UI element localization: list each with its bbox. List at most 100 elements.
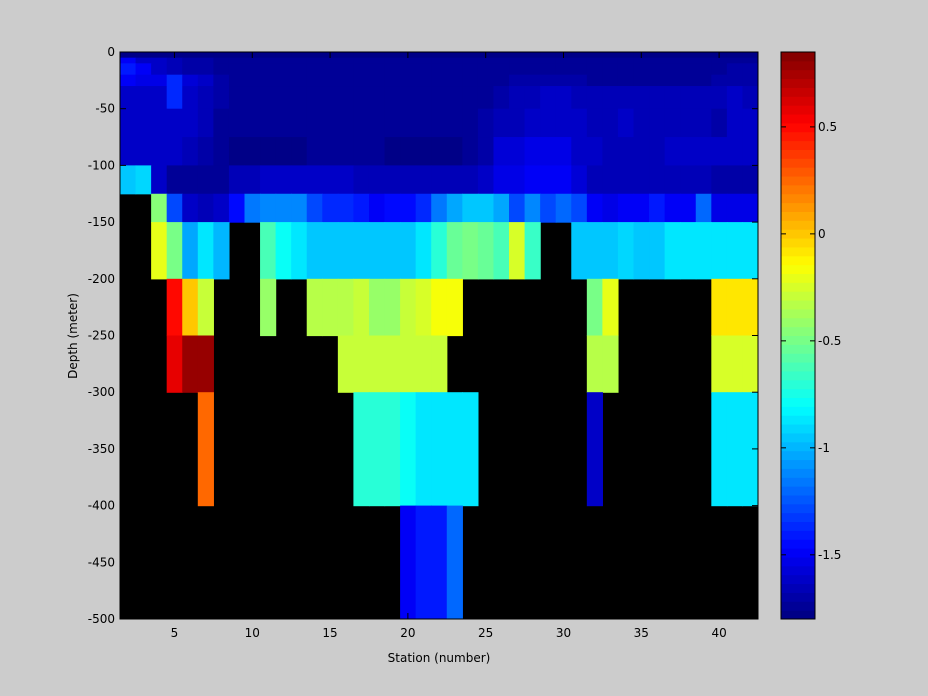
heatmap-cell bbox=[711, 193, 728, 223]
colorbar-swatch bbox=[781, 556, 815, 567]
heatmap-cell bbox=[337, 108, 355, 138]
heatmap-cell bbox=[384, 86, 401, 110]
heatmap-cell bbox=[742, 86, 758, 110]
heatmap-cell bbox=[120, 57, 137, 64]
heatmap-cell bbox=[509, 108, 526, 138]
heatmap-cell bbox=[166, 74, 183, 87]
heatmap-cell bbox=[197, 392, 214, 507]
heatmap-cell bbox=[353, 57, 370, 64]
heatmap-cell bbox=[586, 57, 603, 64]
heatmap-cell bbox=[337, 165, 355, 195]
colorbar-swatch bbox=[781, 193, 815, 204]
heatmap-cell bbox=[649, 222, 666, 280]
heatmap-cell bbox=[680, 222, 697, 280]
heatmap-cell bbox=[695, 222, 712, 280]
heatmap-cell bbox=[120, 165, 137, 195]
heatmap-cell bbox=[213, 193, 230, 223]
heatmap-cell bbox=[493, 63, 510, 76]
y-tick-label: -300 bbox=[88, 385, 115, 399]
colorbar-swatch bbox=[781, 264, 815, 274]
heatmap-cell bbox=[524, 165, 541, 195]
heatmap-cell bbox=[711, 278, 728, 337]
heatmap-cell bbox=[462, 222, 479, 280]
heatmap-cell bbox=[664, 74, 681, 87]
heatmap-cell bbox=[431, 74, 448, 87]
heatmap-cell bbox=[649, 74, 666, 87]
heatmap-cell bbox=[431, 278, 448, 337]
heatmap-cell bbox=[384, 335, 401, 393]
heatmap-cell bbox=[633, 108, 650, 138]
heatmap-cell bbox=[182, 335, 199, 393]
heatmap-cell bbox=[509, 222, 526, 280]
heatmap-cell bbox=[228, 137, 246, 166]
x-tick-label: 15 bbox=[322, 626, 337, 640]
y-tick-label: -100 bbox=[88, 158, 115, 172]
heatmap-cell bbox=[368, 193, 386, 223]
heatmap-cell bbox=[400, 278, 417, 337]
heatmap-cell bbox=[540, 108, 557, 138]
heatmap-cell bbox=[586, 165, 603, 195]
colorbar-swatch bbox=[781, 300, 815, 310]
heatmap-cell bbox=[540, 74, 557, 87]
heatmap-cell bbox=[182, 57, 199, 64]
heatmap-cell bbox=[120, 74, 137, 87]
colorbar-swatch bbox=[781, 503, 815, 514]
heatmap-cell bbox=[166, 57, 183, 64]
heatmap-cell bbox=[602, 335, 619, 393]
heatmap-cell bbox=[633, 74, 650, 87]
heatmap-cell bbox=[711, 108, 728, 138]
colorbar-swatch bbox=[781, 229, 815, 239]
heatmap-cell bbox=[431, 392, 448, 507]
heatmap-cell bbox=[151, 86, 168, 110]
heatmap-cell bbox=[135, 108, 152, 138]
heatmap-cell bbox=[275, 193, 292, 223]
heatmap-cell bbox=[275, 63, 292, 76]
heatmap-cell bbox=[477, 137, 495, 166]
heatmap-cell bbox=[617, 57, 635, 64]
colorbar-tick-label: -1.5 bbox=[818, 548, 841, 562]
heatmap-cell bbox=[633, 193, 650, 223]
colorbar-swatch bbox=[781, 512, 815, 523]
heatmap-cell bbox=[695, 86, 712, 110]
heatmap-cell bbox=[322, 86, 339, 110]
heatmap-cell bbox=[368, 392, 386, 507]
heatmap-cell bbox=[260, 193, 277, 223]
heatmap-cell bbox=[260, 165, 277, 195]
heatmap-cell bbox=[477, 193, 495, 223]
heatmap-cell bbox=[415, 108, 432, 138]
heatmap-cell bbox=[540, 86, 557, 110]
heatmap-cell bbox=[337, 222, 355, 280]
heatmap-cell bbox=[228, 63, 246, 76]
colorbar-swatch bbox=[781, 548, 815, 558]
heatmap-cell bbox=[182, 63, 199, 76]
heatmap-cell bbox=[602, 137, 619, 166]
heatmap-cell bbox=[695, 63, 712, 76]
heatmap-cell bbox=[726, 137, 744, 166]
heatmap-cell bbox=[384, 63, 401, 76]
heatmap-cell bbox=[337, 52, 355, 59]
heatmap-cell bbox=[633, 222, 650, 280]
heatmap-cell bbox=[664, 137, 681, 166]
x-tick-label: 35 bbox=[634, 626, 649, 640]
heatmap-cell bbox=[260, 57, 277, 64]
heatmap-cell bbox=[726, 335, 744, 393]
heatmap-cell bbox=[555, 74, 572, 87]
heatmap-cell bbox=[322, 165, 339, 195]
heatmap-cell bbox=[586, 108, 603, 138]
heatmap-cell bbox=[291, 108, 308, 138]
heatmap-cell bbox=[415, 74, 432, 87]
y-tick-label: -500 bbox=[88, 612, 115, 626]
heatmap-cell bbox=[135, 63, 152, 76]
heatmap-cell bbox=[680, 108, 697, 138]
heatmap-cell bbox=[711, 165, 728, 195]
heatmap-cell bbox=[664, 63, 681, 76]
heatmap-cell bbox=[649, 52, 666, 59]
heatmap-cell bbox=[446, 392, 463, 507]
heatmap-cell bbox=[384, 57, 401, 64]
heatmap-cell bbox=[197, 57, 214, 64]
heatmap-cell bbox=[415, 505, 432, 619]
colorbar-swatch bbox=[781, 521, 815, 531]
heatmap-cell bbox=[415, 165, 432, 195]
colorbar-tick-label: 0.5 bbox=[818, 120, 837, 134]
heatmap-cell bbox=[742, 222, 758, 280]
